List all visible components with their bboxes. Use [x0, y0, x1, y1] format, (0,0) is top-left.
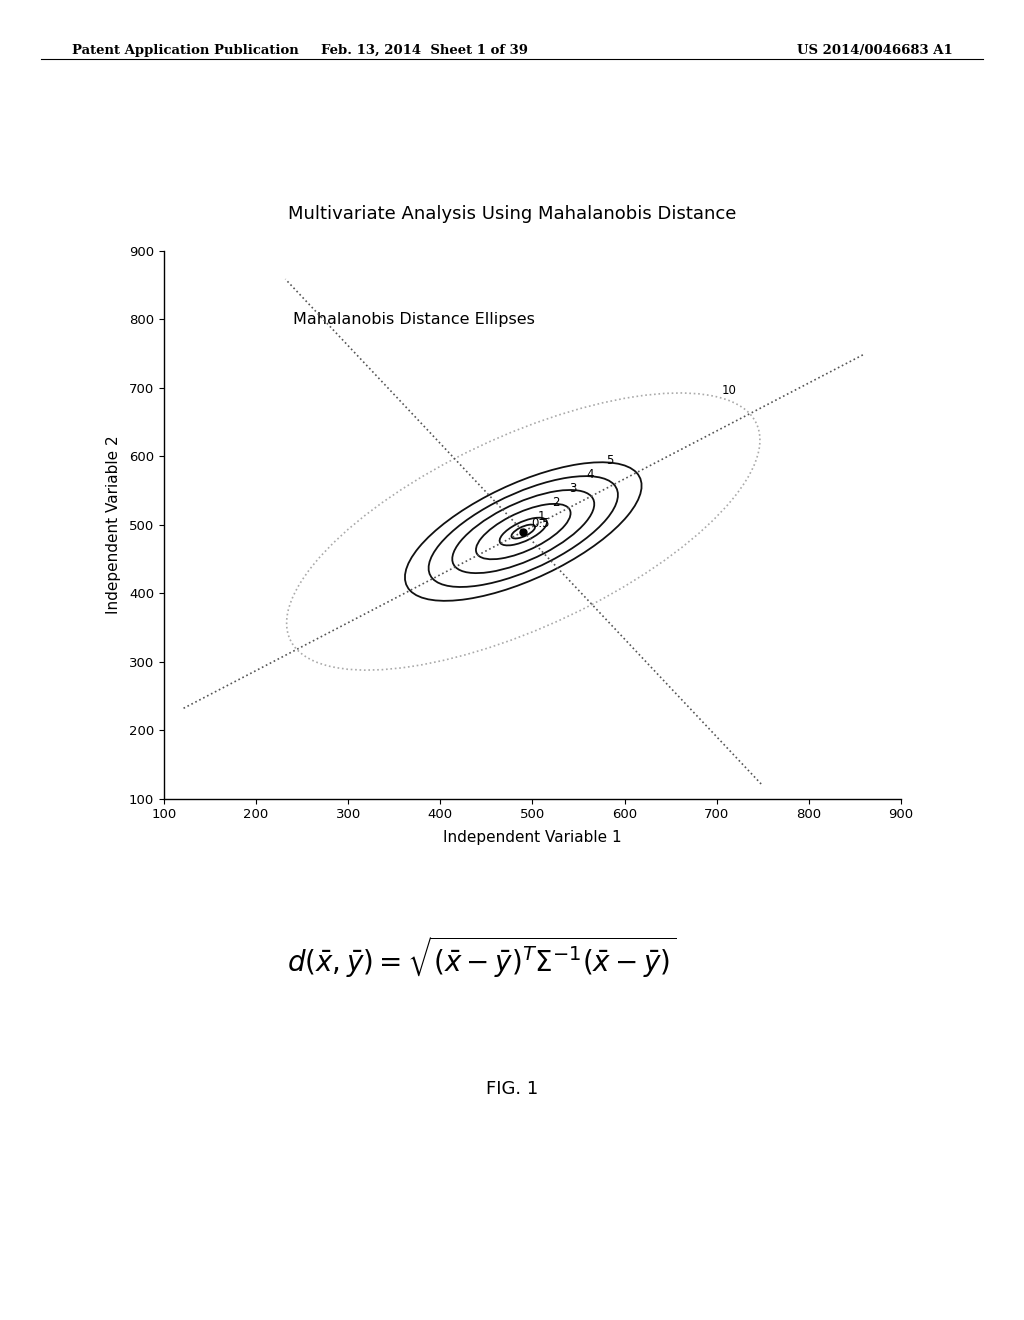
Text: Feb. 13, 2014  Sheet 1 of 39: Feb. 13, 2014 Sheet 1 of 39	[322, 44, 528, 57]
Text: Multivariate Analysis Using Mahalanobis Distance: Multivariate Analysis Using Mahalanobis …	[288, 205, 736, 223]
Text: 0.5: 0.5	[531, 517, 550, 531]
Text: Patent Application Publication: Patent Application Publication	[72, 44, 298, 57]
Text: 2: 2	[552, 496, 560, 510]
Text: 1: 1	[538, 511, 546, 523]
Text: 10: 10	[722, 384, 736, 397]
Text: FIG. 1: FIG. 1	[485, 1080, 539, 1098]
Text: $d(\bar{x}, \bar{y}) = \sqrt{(\bar{x}-\bar{y})^{T}\Sigma^{-1}(\bar{x}-\bar{y})}$: $d(\bar{x}, \bar{y}) = \sqrt{(\bar{x}-\b…	[287, 935, 676, 979]
Text: US 2014/0046683 A1: US 2014/0046683 A1	[797, 44, 952, 57]
Text: Mahalanobis Distance Ellipses: Mahalanobis Distance Ellipses	[293, 313, 535, 327]
Text: 4: 4	[587, 469, 594, 482]
Y-axis label: Independent Variable 2: Independent Variable 2	[105, 436, 121, 614]
Text: 5: 5	[606, 454, 613, 467]
Text: 3: 3	[568, 482, 577, 495]
X-axis label: Independent Variable 1: Independent Variable 1	[443, 830, 622, 845]
